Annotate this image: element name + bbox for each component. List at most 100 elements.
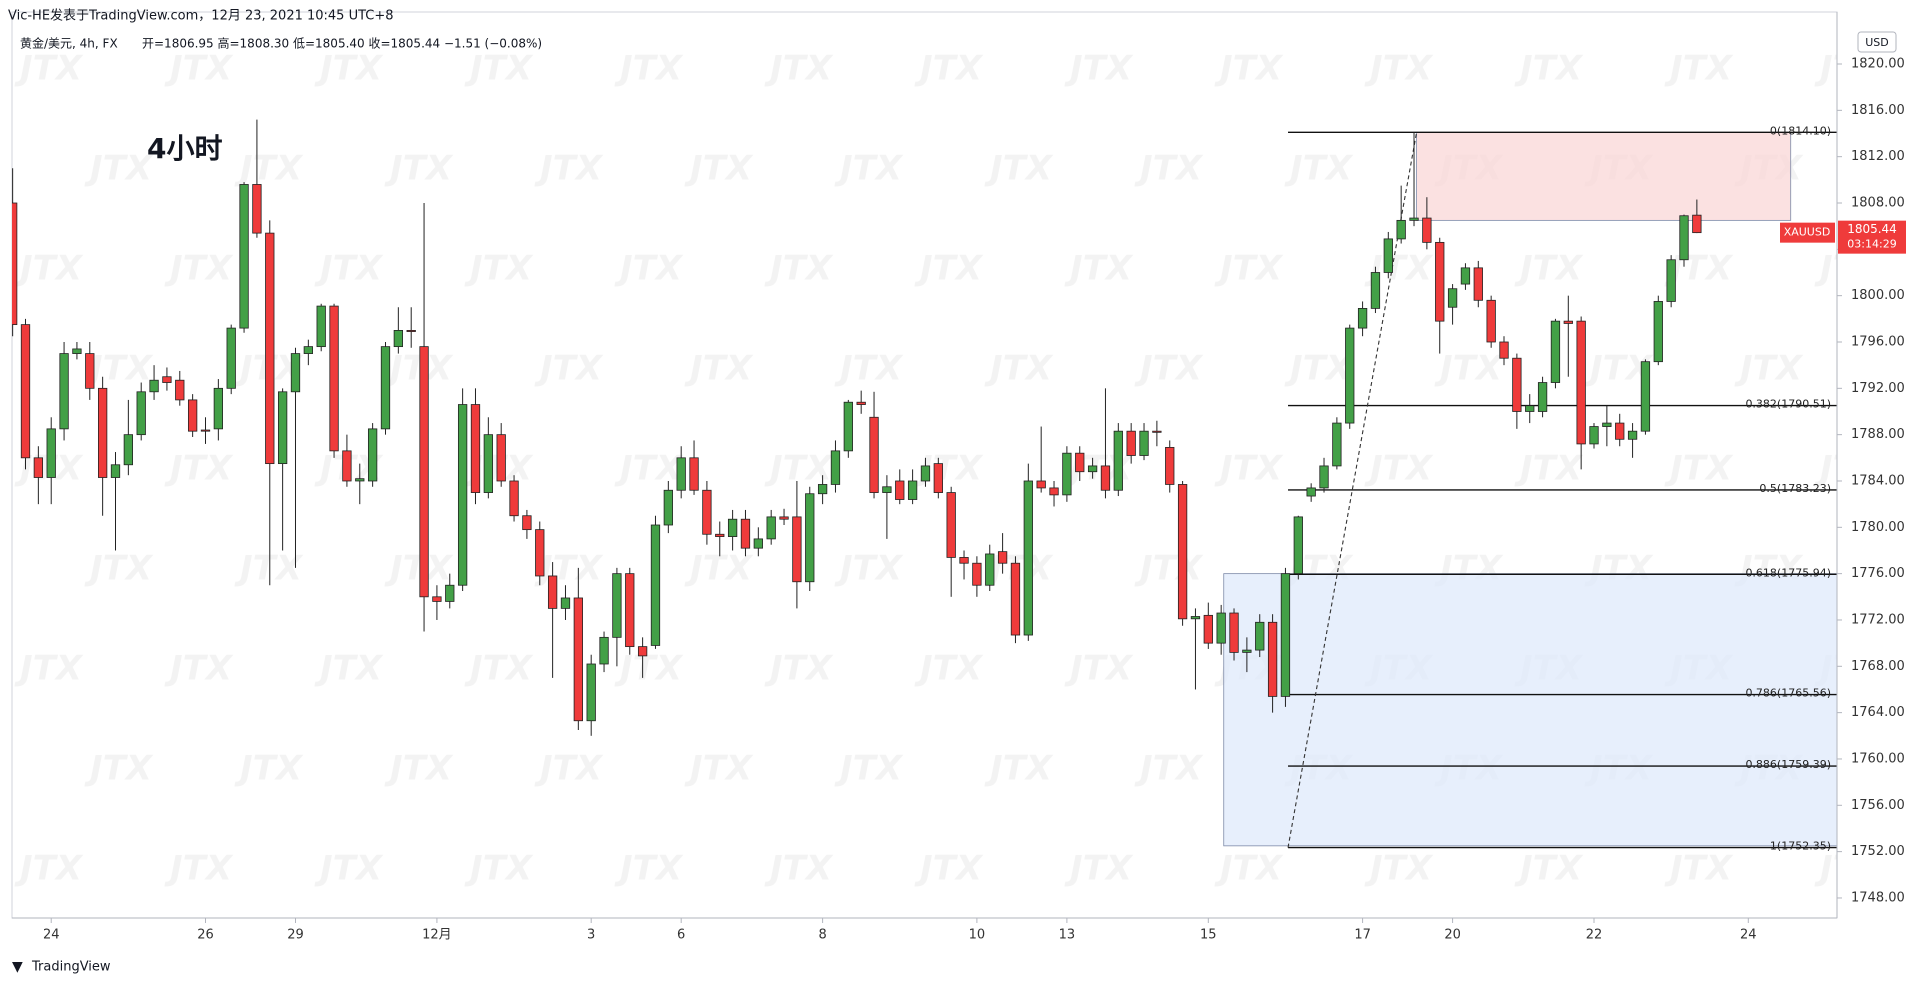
watermark: JTX — [1134, 749, 1204, 789]
symbol-tag: XAUUSD — [1784, 226, 1831, 239]
candle-body — [1692, 214, 1702, 234]
candle-body — [1653, 301, 1663, 363]
watermark: JTX — [164, 49, 234, 89]
y-tick-label: 1756.00 — [1851, 798, 1905, 813]
candle-body — [895, 480, 905, 500]
candle-body — [1023, 480, 1033, 636]
candle-body — [380, 346, 391, 430]
candle-body — [1126, 430, 1136, 456]
candle-body — [329, 305, 339, 452]
watermark: JTX — [164, 649, 234, 689]
candle-body — [1422, 217, 1432, 243]
candle-body — [1306, 487, 1316, 497]
watermark: JTX — [764, 849, 834, 889]
watermark: JTX — [764, 449, 834, 489]
candle-body — [239, 184, 249, 329]
candle-body — [599, 636, 609, 665]
y-tick-label: 1772.00 — [1851, 612, 1905, 627]
watermark: JTX — [1814, 249, 1884, 289]
candle-body — [457, 404, 468, 586]
watermark: JTX — [1514, 249, 1584, 289]
y-tick-label: 1796.00 — [1851, 334, 1905, 349]
x-tick-label: 17 — [1354, 928, 1371, 943]
watermark: JTX — [764, 649, 834, 689]
symbol: 黄金/美元, 4h, FX — [20, 36, 118, 51]
candle-body — [586, 663, 596, 722]
watermark: JTX — [314, 849, 384, 889]
candle-body — [972, 562, 982, 586]
y-tick-label: 1788.00 — [1851, 427, 1905, 442]
candle-body — [432, 596, 442, 602]
y-tick-label: 1816.00 — [1851, 103, 1905, 118]
candle-body — [907, 480, 918, 500]
countdown: 03:14:29 — [1847, 238, 1896, 251]
watermark: JTX — [14, 249, 84, 289]
y-tick-label: 1764.00 — [1851, 705, 1905, 720]
candle-body — [1576, 320, 1586, 445]
candle-body — [869, 416, 879, 493]
candle-body — [496, 434, 506, 482]
watermark: JTX — [14, 49, 84, 89]
candle-body — [740, 518, 751, 549]
watermark: JTX — [1664, 49, 1734, 89]
candle-body — [1152, 430, 1162, 433]
candle-body — [1087, 465, 1098, 473]
candle-body — [830, 450, 841, 485]
fib-label: 0.5(1783.23) — [1759, 482, 1831, 495]
candle-body — [342, 450, 352, 482]
footer-logo: ▼ — [12, 959, 23, 975]
candle-body — [483, 434, 493, 493]
candle-body — [625, 573, 635, 648]
candle-body — [702, 489, 712, 535]
candle-body — [110, 464, 121, 478]
candle-body — [1486, 299, 1496, 343]
candle-body — [805, 493, 815, 583]
candle-body — [1165, 446, 1175, 485]
candle-body — [1627, 430, 1638, 440]
y-tick-label: 1820.00 — [1851, 57, 1905, 72]
currency: USD — [1865, 36, 1889, 49]
candle-body — [1267, 621, 1278, 697]
candle-body — [1563, 320, 1573, 324]
candle-body — [1203, 614, 1213, 644]
watermark: JTX — [1064, 449, 1134, 489]
ohlc-text: 开=1806.95 高=1808.30 低=1805.40 收=1805.44 … — [142, 36, 542, 51]
candle-body — [1512, 357, 1522, 412]
candle-body — [213, 387, 223, 430]
fib-label: 0.786(1765.56) — [1745, 687, 1831, 700]
candle-body — [1293, 516, 1303, 575]
x-tick-label: 6 — [677, 928, 685, 943]
candle-body — [136, 391, 146, 436]
candle-body — [1280, 573, 1291, 697]
candle-body — [1010, 562, 1021, 636]
candle-body — [1640, 361, 1651, 432]
x-tick-label: 8 — [818, 928, 826, 943]
candle-body — [547, 575, 558, 609]
candle-body — [12, 202, 18, 326]
candle-body — [1100, 465, 1111, 491]
candle-body — [1396, 219, 1406, 240]
footer: TradingView — [31, 960, 111, 975]
candle-body — [1499, 341, 1509, 359]
candle-body — [1113, 430, 1123, 491]
candle-body — [1383, 238, 1393, 273]
watermark: JTX — [1514, 49, 1584, 89]
candle-body — [663, 489, 673, 526]
candle-body — [766, 516, 776, 540]
y-tick-label: 1780.00 — [1851, 520, 1905, 535]
last-price-box — [1838, 220, 1906, 254]
candle-body — [303, 346, 313, 354]
x-tick-label: 29 — [287, 928, 304, 943]
candle-body — [1216, 612, 1226, 644]
symbol-tag-box — [1780, 222, 1835, 243]
candle-body — [367, 428, 378, 482]
watermark: JTX — [164, 449, 234, 489]
candle-body — [1409, 217, 1419, 221]
candle-body — [1447, 288, 1458, 308]
candle-body — [72, 348, 82, 354]
candle-body — [1357, 308, 1368, 329]
watermark: JTX — [534, 149, 604, 189]
last-price: 1805.44 — [1847, 222, 1897, 236]
candle-body — [560, 597, 571, 609]
